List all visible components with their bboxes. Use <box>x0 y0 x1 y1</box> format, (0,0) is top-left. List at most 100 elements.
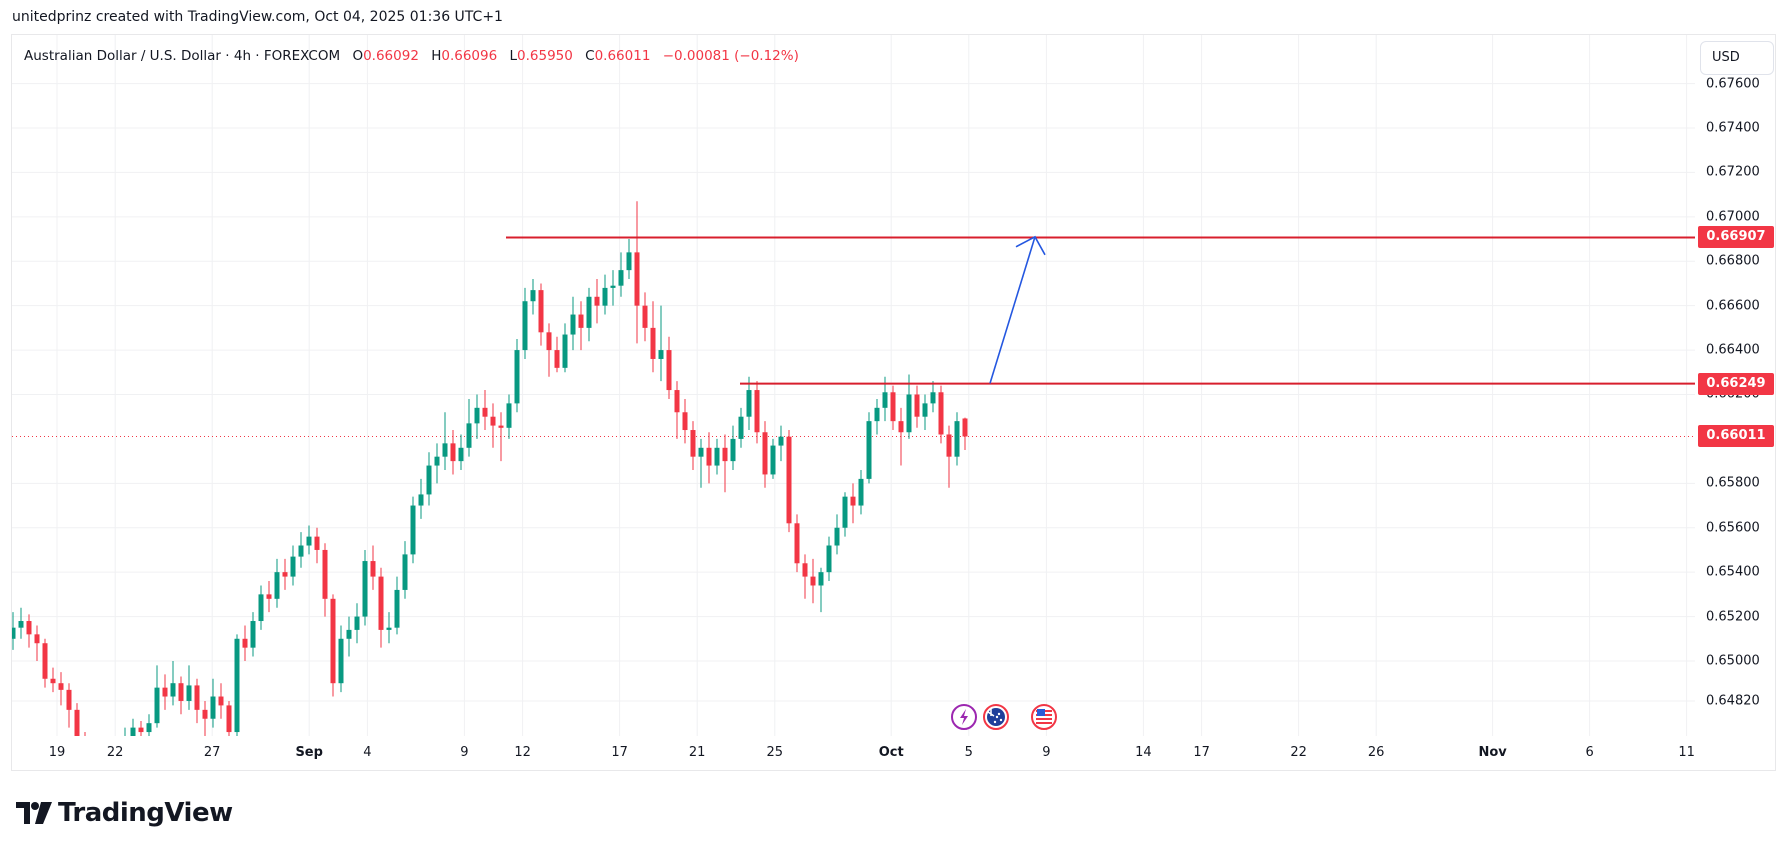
candle-body <box>618 270 624 286</box>
price-tick-label: 0.64820 <box>1706 693 1760 709</box>
time-tick-label: 17 <box>1193 745 1210 760</box>
candle-body <box>34 634 40 644</box>
candle-body <box>91 754 96 761</box>
high-label: H <box>431 48 442 64</box>
candle-body <box>786 436 792 524</box>
candle-body <box>698 447 704 457</box>
chart-frame <box>11 34 1776 771</box>
candle-body <box>546 332 552 351</box>
candle-body <box>386 627 392 630</box>
candle-body <box>178 683 184 701</box>
candle-body <box>874 407 880 422</box>
symbol-legend: Australian Dollar / U.S. Dollar · 4h · F… <box>24 48 799 64</box>
price-tick-label: 0.66600 <box>1706 298 1760 314</box>
candle-body <box>530 290 536 302</box>
candle-body <box>946 434 952 457</box>
open-value: 0.66092 <box>363 48 419 64</box>
candle-body <box>882 392 888 408</box>
candle-body <box>778 436 784 446</box>
candle-body <box>378 576 384 630</box>
candle-body <box>490 416 496 426</box>
candle-body <box>594 296 600 306</box>
event-markers[interactable] <box>951 704 1057 730</box>
candle-body <box>834 527 840 546</box>
lightning-event-icon[interactable] <box>951 704 977 730</box>
tradingview-logo[interactable]: TradingView <box>16 798 233 828</box>
australia-flag-event-icon[interactable] <box>983 704 1009 730</box>
flag-star <box>999 718 1003 722</box>
lightning-glyph <box>960 709 968 725</box>
time-tick-label: Nov <box>1478 745 1507 760</box>
time-tick-label: 27 <box>203 745 221 760</box>
candle-body <box>706 447 712 466</box>
candle-body <box>146 723 152 733</box>
close-label: C <box>585 48 595 64</box>
candle-body <box>202 709 208 719</box>
candle-body <box>18 621 24 628</box>
chart-credit: unitedprinz created with TradingView.com… <box>12 9 503 25</box>
candle-body <box>506 403 512 428</box>
candle-body <box>402 554 408 590</box>
us-flag-event-icon[interactable] <box>1031 704 1057 730</box>
price-tick-label: 0.67000 <box>1706 209 1760 225</box>
candle-body <box>58 683 64 690</box>
time-tick-label: 22 <box>106 745 124 760</box>
candle-body <box>650 327 656 359</box>
arrow-head <box>1015 235 1046 256</box>
candle-body <box>450 443 456 462</box>
candle-body <box>954 421 960 457</box>
change-value: −0.00081 (−0.12%) <box>662 48 799 64</box>
flag-star <box>997 712 1001 716</box>
candle-body <box>250 621 256 648</box>
candle-body <box>602 287 608 306</box>
time-tick-label: 19 <box>48 745 66 760</box>
price-tag: 0.66011 <box>1698 425 1774 448</box>
candle-body <box>290 556 296 577</box>
candle-body <box>354 616 360 630</box>
time-tick-label: 14 <box>1135 745 1152 760</box>
grid <box>12 35 1695 736</box>
price-tick-label: 0.65800 <box>1706 475 1760 491</box>
arrow-shaft <box>989 236 1036 384</box>
candle-body <box>658 350 664 359</box>
candle-body <box>674 390 680 413</box>
candle-body <box>626 252 632 271</box>
candle-body <box>74 709 80 736</box>
candle-body <box>914 394 920 417</box>
candle-body <box>83 739 88 755</box>
logo-text: TradingView <box>58 798 233 828</box>
candle-body <box>586 296 592 328</box>
candle-body <box>306 536 312 546</box>
candle-body <box>442 443 448 457</box>
candle-body <box>234 638 240 733</box>
high-value: 0.66096 <box>441 48 498 64</box>
candle-body <box>410 505 416 555</box>
candle-body <box>906 394 912 433</box>
candle-body <box>362 561 368 617</box>
time-tick-label: 6 <box>1585 745 1594 760</box>
candle-body <box>130 727 136 736</box>
time-tick-label: 12 <box>514 745 531 760</box>
time-tick-label: 4 <box>363 745 372 760</box>
price-tick-label: 0.65000 <box>1706 653 1760 669</box>
flag-canton <box>1037 709 1045 716</box>
candle-body <box>922 403 928 417</box>
candle-body <box>330 598 336 684</box>
flag-star <box>995 715 999 719</box>
price-tick-label: 0.66400 <box>1706 342 1760 358</box>
currency-button[interactable]: USD <box>1700 41 1774 75</box>
candle-body <box>242 638 248 648</box>
candle-body <box>186 685 192 701</box>
projection-arrow <box>989 235 1046 384</box>
candle-body <box>754 390 760 433</box>
candle-body <box>138 727 144 733</box>
flag-union <box>987 709 995 717</box>
candle-body <box>730 438 736 462</box>
candle-body <box>866 421 872 479</box>
candle-body <box>258 594 264 622</box>
close-value: 0.66011 <box>594 48 651 64</box>
candle-body <box>170 683 176 697</box>
candle-body <box>154 687 160 724</box>
candle-body <box>930 392 936 404</box>
